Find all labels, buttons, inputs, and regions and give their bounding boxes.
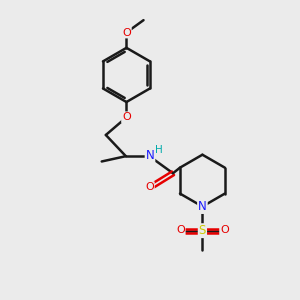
Text: N: N bbox=[146, 149, 154, 162]
Text: S: S bbox=[199, 224, 206, 237]
Text: N: N bbox=[198, 200, 207, 213]
Text: O: O bbox=[176, 225, 185, 235]
Text: O: O bbox=[122, 112, 131, 122]
Text: O: O bbox=[220, 225, 229, 235]
Text: O: O bbox=[122, 28, 131, 38]
Text: O: O bbox=[145, 182, 154, 192]
Text: H: H bbox=[155, 145, 163, 155]
